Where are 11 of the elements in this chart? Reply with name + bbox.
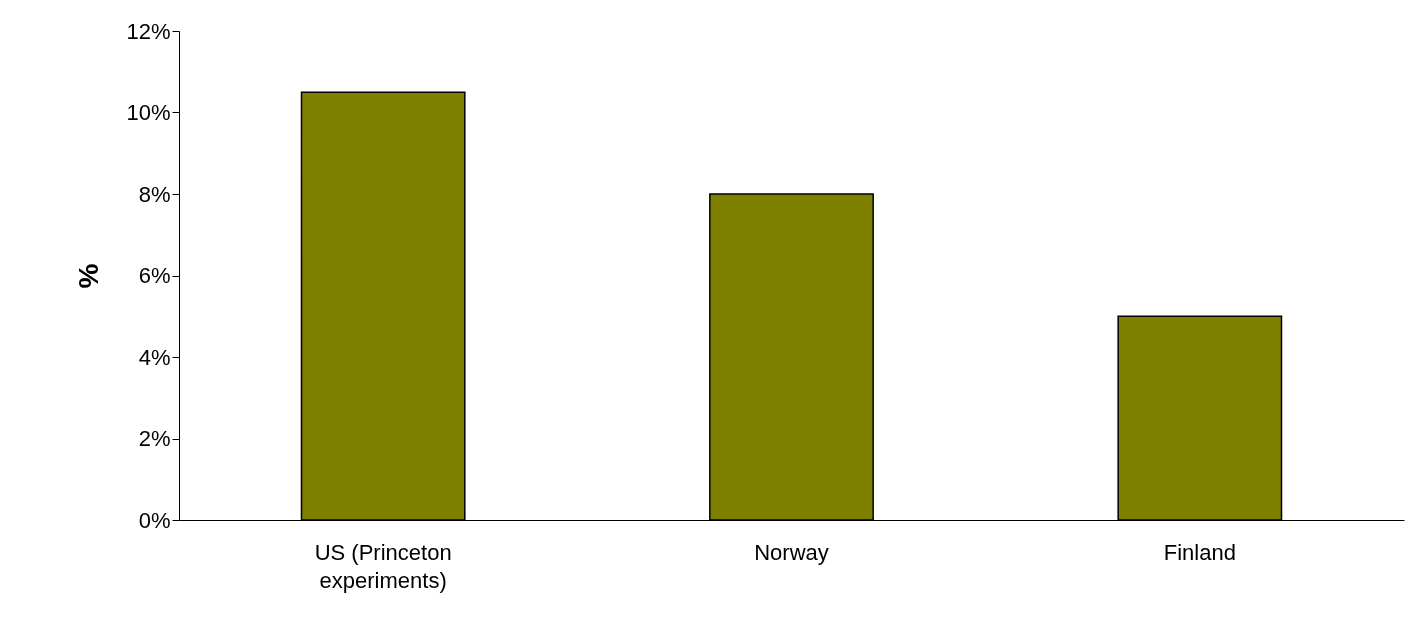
y-tick-label: 6%: [138, 263, 171, 288]
y-tick-label: 8%: [138, 181, 171, 207]
x-tick-label: Norway: [754, 539, 829, 565]
y-tick-label: 10%: [126, 100, 171, 125]
y-axis-title: %: [73, 263, 105, 289]
x-tick-label: US (Princeton experiments): [314, 539, 452, 593]
y-tick-label: 2%: [138, 426, 171, 451]
y-tick-label: 12%: [126, 18, 171, 44]
y-tick-label: 4%: [138, 344, 171, 370]
x-tick-label: Finland: [1163, 539, 1236, 565]
y-tick-label: 0%: [138, 507, 171, 533]
